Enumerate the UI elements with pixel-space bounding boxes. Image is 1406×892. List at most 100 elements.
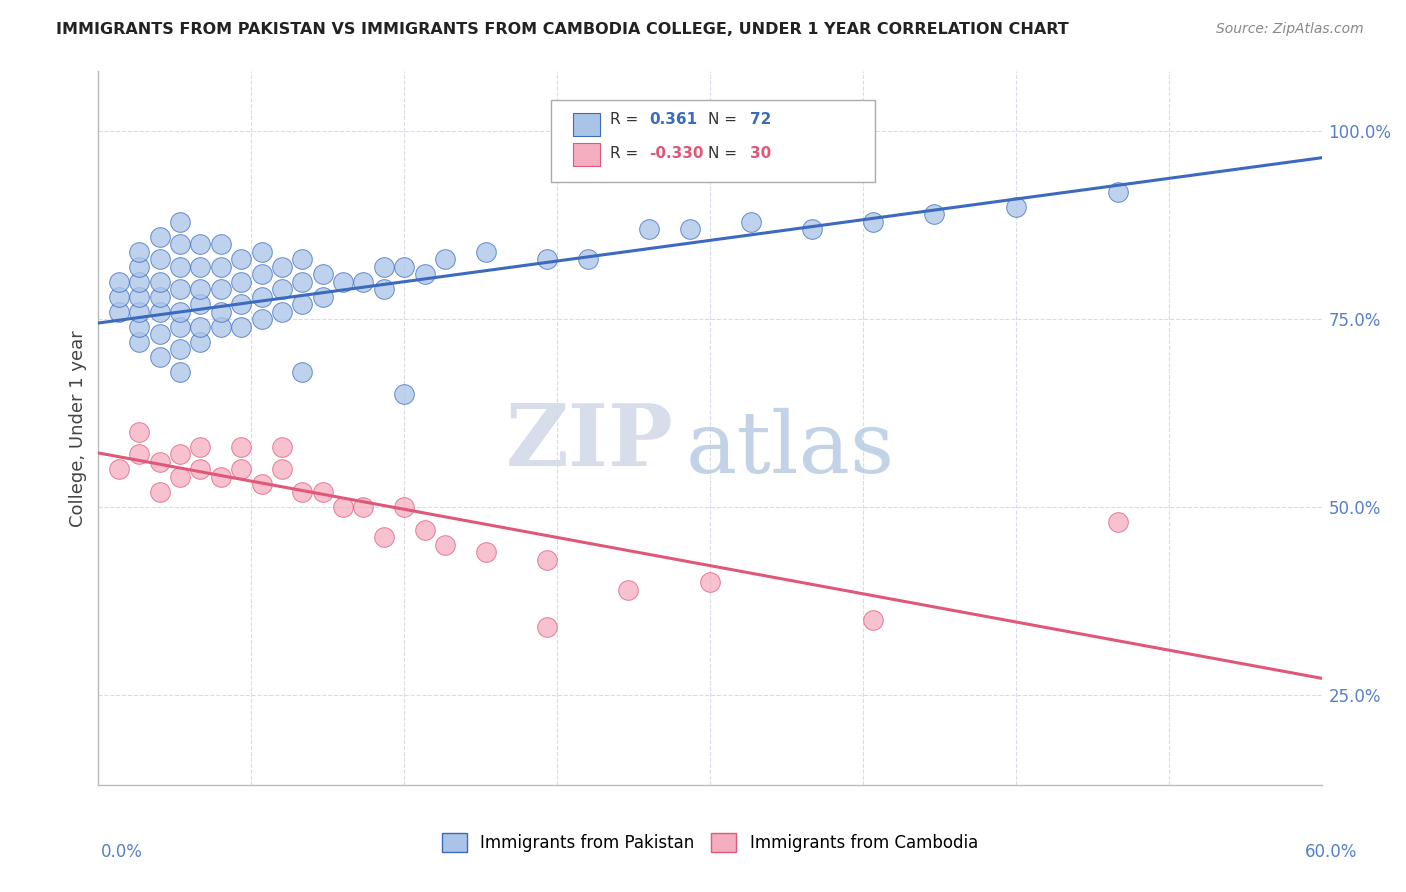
Point [128,244,150,259]
Point [413,267,436,281]
Point [169,237,191,252]
Point [169,260,191,274]
Point [862,214,884,228]
Point [188,319,212,334]
Point [169,214,191,228]
Point [209,470,232,484]
Point [128,275,150,289]
Point [373,282,395,296]
Point [312,267,335,281]
Point [332,500,354,514]
Point [474,244,498,259]
Point [474,545,498,559]
Point [270,282,294,296]
Point [291,275,314,289]
Point [108,462,131,476]
Point [740,214,762,228]
Point [373,260,395,274]
Point [149,304,172,318]
FancyBboxPatch shape [551,100,875,182]
Point [250,244,273,259]
Point [1107,185,1129,199]
Point [128,319,150,334]
Point [312,485,335,500]
Point [188,282,212,296]
Point [188,334,212,349]
Text: R =: R = [610,112,638,127]
Point [188,237,212,252]
Point [209,237,232,252]
Text: -0.330: -0.330 [648,146,703,161]
Point [188,440,212,454]
Point [209,304,232,318]
Point [250,290,273,304]
Text: 0.0%: 0.0% [101,843,143,861]
Point [637,222,661,236]
Text: IMMIGRANTS FROM PAKISTAN VS IMMIGRANTS FROM CAMBODIA COLLEGE, UNDER 1 YEAR CORRE: IMMIGRANTS FROM PAKISTAN VS IMMIGRANTS F… [56,22,1069,37]
Point [291,252,314,267]
Point [128,447,150,461]
Point [250,312,273,326]
Legend: Immigrants from Pakistan, Immigrants from Cambodia: Immigrants from Pakistan, Immigrants fro… [436,826,984,859]
Point [169,365,191,379]
Point [128,290,150,304]
Point [536,252,558,267]
Bar [574,144,600,166]
Point [291,485,314,500]
Point [536,620,558,634]
Point [862,613,884,627]
Point [434,252,457,267]
Point [188,462,212,476]
Bar [574,113,600,136]
Point [149,275,172,289]
Point [128,260,150,274]
Point [149,290,172,304]
Point [922,207,945,221]
Point [169,304,191,318]
Point [270,462,294,476]
Point [149,485,172,500]
Point [209,319,232,334]
Point [270,304,294,318]
Point [149,455,172,469]
Point [352,275,374,289]
Point [291,365,314,379]
Point [392,500,416,514]
Point [1107,515,1129,529]
Point [149,327,172,342]
Point [536,552,558,566]
Point [169,319,191,334]
Point [576,252,599,267]
Point [108,304,131,318]
Point [188,260,212,274]
Point [169,343,191,357]
Text: ZIP: ZIP [506,401,673,484]
Point [169,470,191,484]
Point [801,222,824,236]
Text: 60.0%: 60.0% [1305,843,1357,861]
Text: atlas: atlas [686,408,894,491]
Point [128,425,150,439]
Text: N =: N = [707,146,737,161]
Point [250,477,273,491]
Text: N =: N = [707,112,737,127]
Point [128,304,150,318]
Text: 0.361: 0.361 [648,112,697,127]
Point [231,319,253,334]
Point [352,500,374,514]
Point [149,252,172,267]
Point [108,275,131,289]
Text: R =: R = [610,146,638,161]
Point [312,290,335,304]
Point [332,275,354,289]
Point [169,282,191,296]
Point [617,582,640,597]
Point [209,282,232,296]
Point [188,297,212,311]
Point [270,260,294,274]
Point [169,447,191,461]
Point [392,387,416,401]
Point [291,297,314,311]
Point [1004,200,1026,214]
Point [149,350,172,364]
